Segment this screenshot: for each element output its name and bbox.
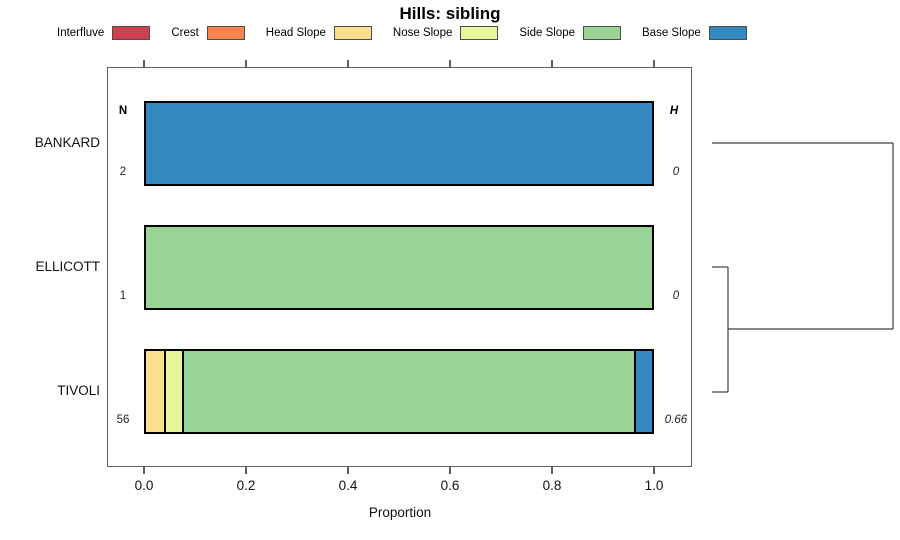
row-label-bankard: BANKARD (34, 134, 100, 150)
x-axis-tick-bottom (347, 467, 349, 474)
x-axis-tick-label: 0.4 (338, 478, 358, 493)
n-value-bankard: 2 (119, 166, 127, 178)
h-value-bankard: 0 (672, 166, 680, 178)
legend-item: Head Slope (266, 26, 372, 40)
h-column-header: H (669, 105, 679, 117)
legend-item-label: Crest (171, 27, 199, 39)
legend-swatch-interfluve (112, 26, 151, 40)
legend-item: Nose Slope (392, 26, 499, 40)
h-value-tivoli: 0.66 (664, 414, 688, 426)
stacked-bar-ellicott (144, 225, 654, 310)
legend-item: Side Slope (519, 26, 621, 40)
bar-segment-nose-slope (164, 351, 183, 432)
x-axis-tick-bottom (449, 467, 451, 474)
legend-item: Crest (171, 26, 245, 40)
x-axis-tick-label: 1.0 (644, 478, 664, 493)
x-axis-tick-top (347, 60, 349, 67)
plot-box (107, 67, 692, 467)
legend-swatch-side-slope (583, 26, 621, 40)
n-value-ellicott: 1 (119, 290, 127, 302)
x-axis-tick-bottom (245, 467, 247, 474)
legend-swatch-base-slope (708, 26, 747, 40)
stacked-bar-tivoli (144, 349, 654, 434)
legend-item-label: Base Slope (642, 27, 701, 39)
bar-segment-head-slope (146, 351, 165, 432)
x-axis-tick-label: 0.6 (440, 478, 460, 493)
x-axis-tick-bottom (551, 467, 553, 474)
x-axis-tick-label: 0.2 (236, 478, 256, 493)
x-axis-tick-bottom (143, 467, 145, 474)
legend-swatch-nose-slope (460, 26, 499, 40)
x-axis-tick-label: 0.0 (134, 478, 154, 493)
legend: Interfluve Crest Head Slope Nose Slope Side … (57, 24, 747, 42)
legend-item: Base Slope (642, 26, 747, 40)
legend-item: Interfluve (57, 26, 151, 40)
legend-swatch-head-slope (333, 26, 372, 40)
x-axis-tick-top (245, 60, 247, 67)
legend-item-label: Interfluve (57, 27, 105, 39)
row-label-ellicott: ELLICOTT (35, 258, 100, 274)
n-column-header: N (118, 105, 128, 117)
x-axis-tick-top (449, 60, 451, 67)
x-axis-tick-bottom (653, 467, 655, 474)
stacked-bar-bankard (144, 101, 654, 186)
bar-segment-base-slope (634, 351, 652, 432)
legend-swatch-crest (206, 26, 245, 40)
row-label-tivoli: TIVOLI (57, 382, 100, 398)
bar-segment-side-slope (146, 227, 652, 308)
n-value-tivoli: 56 (116, 414, 130, 426)
x-axis-tick-top (143, 60, 145, 67)
legend-item-label: Nose Slope (392, 27, 453, 39)
bar-segment-base-slope (146, 103, 652, 184)
h-value-ellicott: 0 (672, 290, 680, 302)
legend-item-label: Side Slope (519, 27, 575, 39)
x-axis-tick-top (551, 60, 553, 67)
x-axis-tick-label: 0.8 (542, 478, 562, 493)
x-axis-tick-top (653, 60, 655, 67)
chart-title: Hills: sibling (399, 4, 501, 23)
bar-segment-side-slope (182, 351, 635, 432)
x-axis-title: Proportion (368, 505, 432, 520)
legend-item-label: Head Slope (265, 27, 326, 39)
